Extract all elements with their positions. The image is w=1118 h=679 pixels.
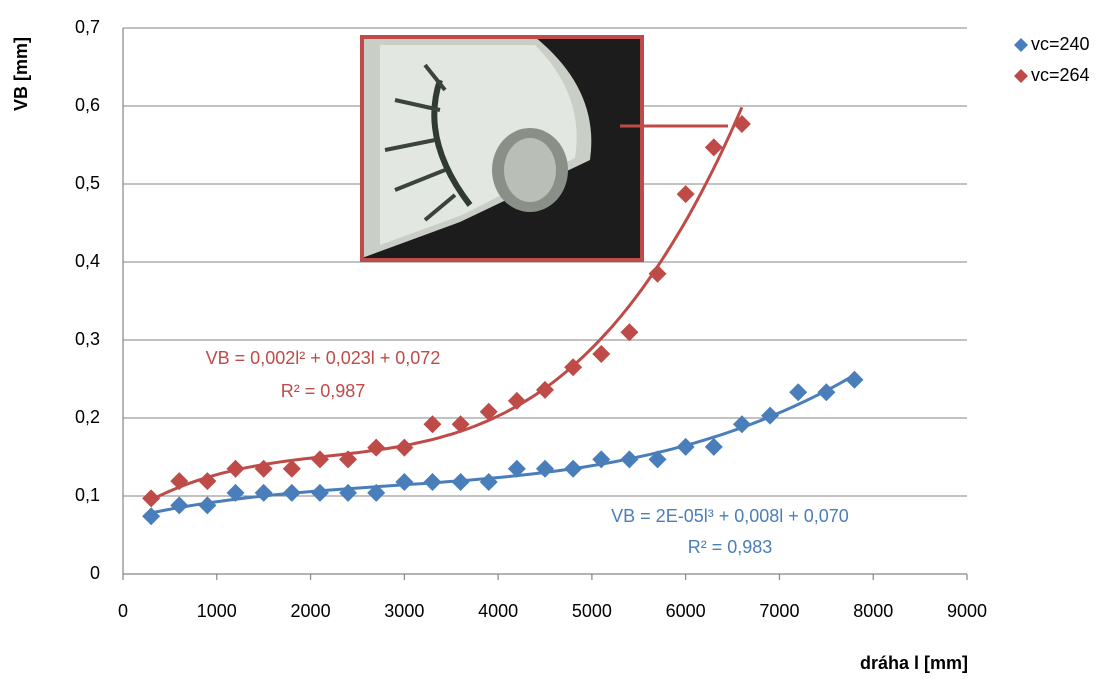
x-tick-label: 3000 xyxy=(384,601,424,621)
data-point xyxy=(395,438,414,457)
data-point xyxy=(507,459,526,478)
x-tick-label: 7000 xyxy=(759,601,799,621)
x-tick-label: 5000 xyxy=(572,601,612,621)
y-tick-label: 0,5 xyxy=(75,173,100,193)
x-axis-label: dráha l [mm] xyxy=(860,653,968,673)
data-point xyxy=(536,459,554,478)
data-point xyxy=(198,496,217,515)
x-tick-label: 0 xyxy=(118,601,128,621)
data-point xyxy=(254,459,273,478)
data-point xyxy=(310,450,329,469)
data-point xyxy=(339,483,358,502)
data-point xyxy=(395,472,414,491)
data-point xyxy=(170,472,189,491)
data-point xyxy=(507,391,526,410)
data-point xyxy=(451,472,470,491)
trendline-equation: VB = 2E-05l³ + 0,008l + 0,070 xyxy=(611,506,849,526)
data-point xyxy=(254,483,273,502)
x-tick-label: 8000 xyxy=(853,601,893,621)
data-point xyxy=(226,459,245,478)
data-point xyxy=(423,472,442,491)
data-point xyxy=(620,323,639,342)
y-tick-label: 0,4 xyxy=(75,251,100,271)
y-tick-label: 0,6 xyxy=(75,95,100,115)
data-point xyxy=(339,450,358,469)
data-point xyxy=(479,402,498,421)
data-point xyxy=(845,370,864,389)
data-point xyxy=(704,138,723,157)
data-point xyxy=(789,383,808,402)
x-tick-label: 6000 xyxy=(666,601,706,621)
y-tick-label: 0,1 xyxy=(75,485,100,505)
data-point xyxy=(648,450,667,469)
legend-label: vc=240 xyxy=(1031,34,1090,54)
y-tick-label: 0,3 xyxy=(75,329,100,349)
trendline xyxy=(150,106,744,502)
data-point xyxy=(310,483,329,502)
data-point xyxy=(732,415,751,434)
data-point xyxy=(282,483,301,502)
data-point xyxy=(198,472,217,491)
y-tick-label: 0,2 xyxy=(75,407,100,427)
data-point xyxy=(704,437,723,456)
y-tick-label: 0 xyxy=(90,563,100,583)
data-point xyxy=(732,114,751,133)
data-point xyxy=(367,483,386,502)
x-tick-label: 4000 xyxy=(478,601,518,621)
data-point xyxy=(564,358,583,377)
trendline-equation: VB = 0,002l² + 0,023l + 0,072 xyxy=(206,348,441,368)
x-tick-label: 1000 xyxy=(197,601,237,621)
data-point xyxy=(676,437,695,456)
data-point xyxy=(564,459,583,478)
data-point xyxy=(282,459,301,478)
data-point xyxy=(592,345,611,364)
data-point xyxy=(479,472,498,491)
data-point xyxy=(367,438,386,457)
trendline-r2: R² = 0,987 xyxy=(281,381,366,401)
legend-marker xyxy=(1014,38,1028,52)
inset-photo xyxy=(360,35,728,262)
y-tick-label: 0,7 xyxy=(75,17,100,37)
data-point xyxy=(676,185,695,204)
y-axis-label: VB [mm] xyxy=(11,37,31,111)
x-tick-label: 9000 xyxy=(947,601,987,621)
data-point xyxy=(142,489,161,508)
data-point xyxy=(536,380,554,399)
trendline-r2: R² = 0,983 xyxy=(688,537,773,557)
x-tick-label: 2000 xyxy=(291,601,331,621)
data-point xyxy=(620,450,639,469)
data-point xyxy=(226,483,245,502)
data-point xyxy=(761,406,780,425)
data-point xyxy=(592,450,611,469)
data-point xyxy=(451,415,470,434)
data-point xyxy=(423,415,442,434)
data-point xyxy=(648,264,667,283)
data-point xyxy=(142,507,161,526)
legend-label: vc=264 xyxy=(1031,65,1090,85)
legend-marker xyxy=(1014,69,1028,83)
data-point xyxy=(170,496,189,515)
data-point xyxy=(817,383,836,402)
